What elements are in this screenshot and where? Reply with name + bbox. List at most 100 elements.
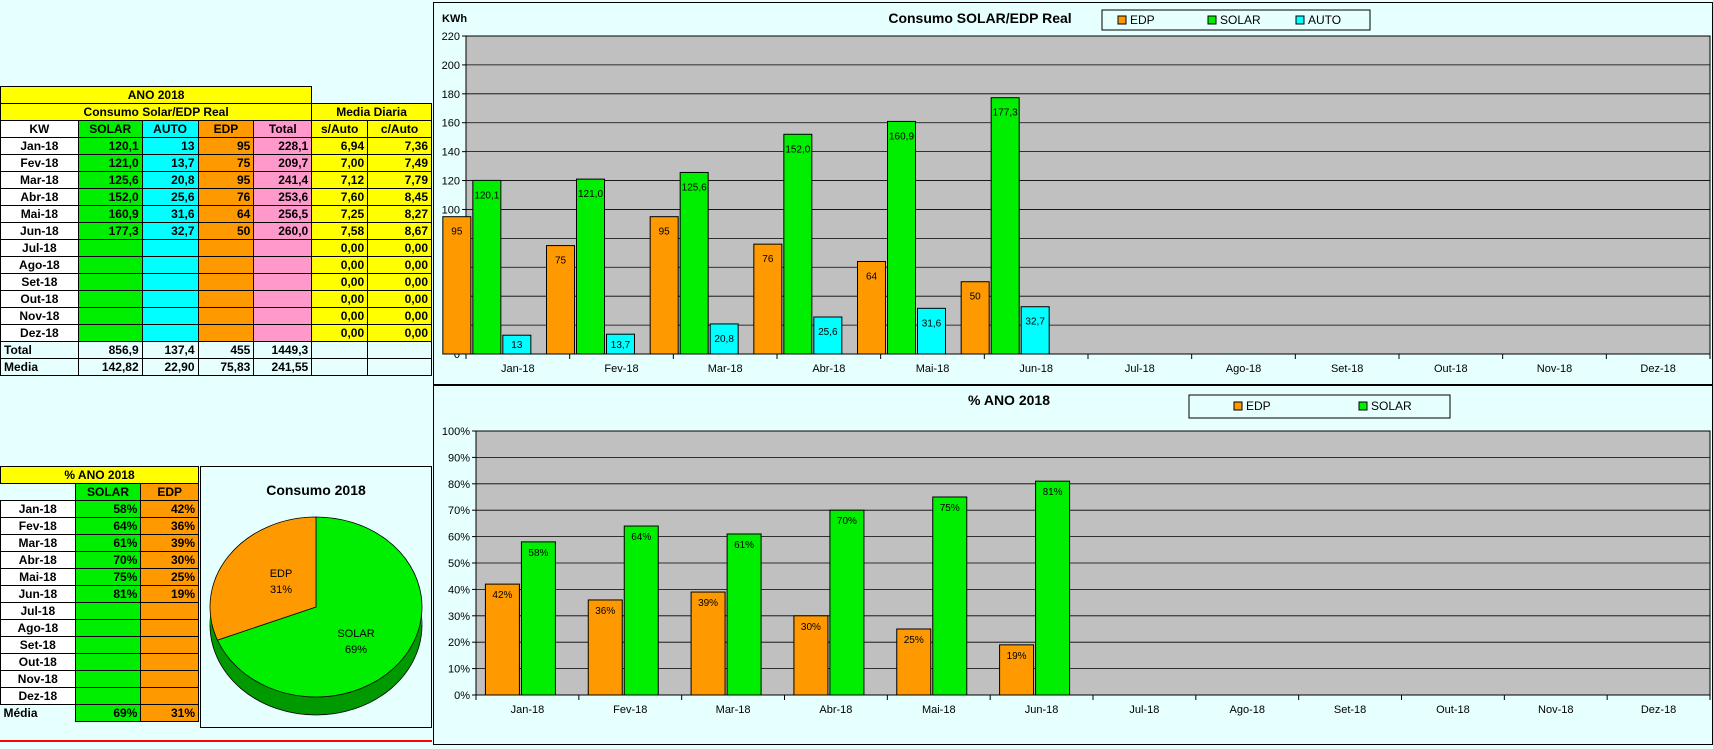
table-row: Fev-18 64% 36% (0, 517, 199, 535)
table-row: Set-18 (0, 636, 199, 654)
media-cell: 69% (74, 704, 142, 722)
month-cell: Set-18 (0, 273, 79, 291)
pie-slice-solar (216, 516, 423, 698)
data-label: 177,3 (993, 108, 1018, 119)
pie-label-name: SOLAR (337, 628, 374, 640)
data-label: 36% (595, 606, 615, 617)
bar-solar (472, 179, 502, 355)
value-cell: 160,9 (77, 205, 143, 223)
table-row: Out-18 (0, 653, 199, 671)
x-tick-label: Fev-18 (613, 704, 647, 716)
consumption-chart-svg: KWh Consumo SOLAR/EDP Real EDP SOLAR AUTO 0 20… (442, 9, 1711, 375)
percent-cell (140, 653, 199, 671)
value-cell: 256,5 (253, 205, 313, 223)
media-label: Media (0, 358, 79, 376)
value-cell: 120,1 (77, 137, 143, 155)
value-cell (253, 307, 313, 325)
table-row: Abr-18 152,0 25,6 76 253,6 7,60 8,45 (0, 188, 432, 206)
media-cell: 31% (140, 704, 199, 722)
header-cell: Total (253, 120, 313, 138)
table-row: Mai-18 160,9 31,6 64 256,5 7,25 8,27 (0, 205, 432, 223)
value-cell (77, 273, 143, 291)
table-row: Set-18 0,00 0,00 (0, 273, 432, 291)
bar-edp (999, 644, 1035, 696)
bar-edp (649, 216, 679, 355)
pie-chart: Consumo 2018 EDP 31% SOLAR 69% (209, 482, 423, 716)
table-row: Fev-18 121,0 13,7 75 209,7 7,00 7,49 (0, 154, 432, 172)
value-cell: 7,36 (367, 137, 432, 155)
value-cell: 7,79 (367, 171, 432, 189)
value-cell: 64 (197, 205, 255, 223)
value-cell: 0,00 (367, 256, 432, 274)
table-row: Ago-18 0,00 0,00 (0, 256, 432, 274)
value-cell: 95 (197, 171, 255, 189)
data-label: 61% (734, 540, 754, 551)
x-tick-label: Abr-18 (819, 704, 852, 716)
data-label: 20,8 (714, 334, 734, 345)
bar-edp (896, 628, 932, 696)
value-cell: 20,8 (141, 171, 199, 189)
value-cell: 8,27 (367, 205, 432, 223)
month-cell: Out-18 (0, 653, 76, 671)
y-tick-label: 200 (442, 60, 460, 72)
table-row: Dez-18 (0, 687, 199, 705)
value-cell (253, 324, 313, 342)
legend-box (1188, 394, 1451, 419)
header-cell: c/Auto (367, 120, 432, 138)
value-cell (141, 290, 199, 308)
bar-solar (783, 133, 813, 355)
bar-auto (606, 333, 635, 355)
value-cell: 7,60 (311, 188, 369, 206)
percent-cell: 39% (140, 534, 199, 552)
x-tick-label: Abr-18 (812, 363, 845, 375)
percent-cell: 61% (74, 534, 142, 552)
value-cell: 7,12 (311, 171, 369, 189)
value-cell (77, 256, 143, 274)
month-cell: Mar-18 (0, 171, 79, 189)
table-row: Abr-18 70% 30% (0, 551, 199, 569)
consumption-bar-chart: KWh Consumo SOLAR/EDP Real EDP SOLAR AUTO 0 20… (433, 2, 1713, 385)
month-cell: Mar-18 (0, 534, 76, 552)
table-header-row: KW SOLAR AUTO EDP Total s/Auto c/Auto (0, 120, 432, 138)
value-cell (141, 307, 199, 325)
x-tick-label: Set-18 (1334, 704, 1366, 716)
bar-edp (793, 615, 829, 696)
percent-cell (74, 670, 142, 688)
x-tick-label: Jul-18 (1129, 704, 1159, 716)
percent-cell: 81% (74, 585, 142, 603)
y-tick-label: 20% (448, 637, 470, 649)
bar-edp (484, 583, 520, 696)
value-cell: 32,7 (141, 222, 199, 240)
media-cell: 142,82 (77, 358, 143, 376)
total-cell: 1449,3 (253, 341, 313, 359)
bar-solar (520, 541, 556, 696)
y-tick-label: 0% (454, 690, 470, 702)
percent-cell: 42% (140, 500, 199, 518)
bar-edp (442, 216, 472, 355)
data-label: 25% (904, 635, 924, 646)
table-row: Jun-18 177,3 32,7 50 260,0 7,58 8,67 (0, 222, 432, 240)
percent-table: % ANO 2018 SOLAR EDP Jan-18 58% 42% Fev-18 6… (0, 466, 199, 722)
header-cell: SOLAR (74, 483, 142, 501)
x-tick-label: Mar-18 (708, 363, 743, 375)
value-cell (253, 290, 313, 308)
y-tick-label: 120 (442, 176, 460, 188)
month-cell: Nov-18 (0, 307, 79, 325)
value-cell (77, 324, 143, 342)
percent-cell: 30% (140, 551, 199, 569)
value-cell: 7,25 (311, 205, 369, 223)
percent-cell (74, 653, 142, 671)
y-axis-label: KWh (442, 13, 467, 25)
media-row: Média 69% 31% (1, 704, 199, 722)
y-tick-label: 140 (442, 147, 460, 159)
data-label: 95 (451, 227, 463, 238)
value-cell: 209,7 (253, 154, 313, 172)
value-cell: 31,6 (141, 205, 199, 223)
media-label: Média (3, 706, 38, 721)
value-cell: 0,00 (367, 273, 432, 291)
bar-edp (690, 591, 726, 696)
data-label: 25,6 (818, 327, 838, 338)
table-row: Out-18 0,00 0,00 (0, 290, 432, 308)
month-cell: Abr-18 (0, 188, 79, 206)
media-cell: 241,55 (253, 358, 313, 376)
